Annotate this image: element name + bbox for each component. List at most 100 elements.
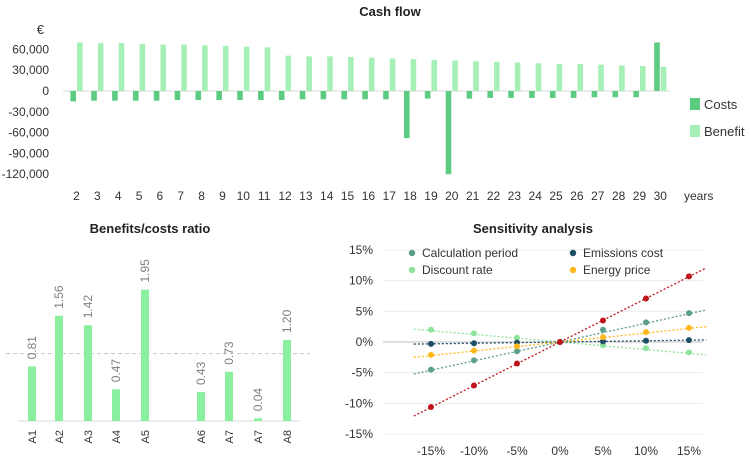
cashflow-benefit-bar: [577, 63, 583, 91]
cashflow-benefit-bar: [431, 59, 438, 91]
ratio-value-label: 0.04: [251, 388, 265, 412]
cashflow-x-tick-label: 5: [136, 189, 143, 203]
sensitivity-x-tick-label: 10%: [634, 444, 658, 458]
cashflow-benefit-bar: [243, 46, 250, 91]
sensitivity-point: [428, 326, 434, 333]
cashflow-benefit-bar: [306, 56, 312, 91]
sensitivity-trendline: [413, 328, 707, 356]
cashflow-x-tick-label: 10: [237, 189, 251, 203]
sensitivity-legend-label: Emissions cost: [583, 246, 664, 260]
cashflow-cost-bar: [341, 91, 348, 100]
ratio-value-label: 1.20: [280, 309, 294, 333]
cashflow-x-tick-label: 6: [157, 189, 164, 203]
sensitivity-point: [428, 404, 434, 411]
sensitivity-point: [643, 345, 649, 352]
cashflow-cost-bar: [278, 91, 285, 101]
cashflow-benefit-bar: [639, 66, 646, 91]
sensitivity-x-tick-label: 0%: [551, 444, 569, 458]
cashflow-x-tick-label: 9: [219, 189, 226, 203]
cashflow-x-tick-label: 13: [299, 189, 313, 203]
sensitivity-y-tick-label: 5%: [356, 304, 374, 318]
sensitivity-point: [643, 337, 649, 344]
ratio-value-label: 0.73: [222, 341, 236, 365]
cashflow-chart: Cash flow €60,000 30,000 0 -30,000 -60,000 -90…: [2, 4, 745, 203]
cashflow-x-tick-label: 23: [508, 189, 522, 203]
cashflow-x-tick-label: 4: [115, 189, 122, 203]
cashflow-cost-bar: [508, 91, 514, 98]
cashflow-y-tick-label: -90,000: [8, 146, 49, 160]
cashflow-benefit-bar: [348, 57, 354, 91]
ratio-bar: [254, 418, 262, 421]
sensitivity-point: [686, 349, 692, 356]
cashflow-cost-bar: [466, 91, 473, 99]
cashflow-benefit-bar: [202, 45, 208, 91]
sensitivity-x-tick-label: 15%: [677, 444, 701, 458]
ratio-category-label: A5: [140, 430, 152, 443]
cashflow-benefit-bar: [619, 65, 625, 91]
cashflow-x-tick-label: 26: [570, 189, 584, 203]
cashflow-x-tick-label: 2: [73, 189, 80, 203]
sensitivity-point: [514, 334, 520, 341]
cashflow-y-tick-label: -30,000: [8, 105, 49, 119]
cashflow-benefit-bar: [598, 64, 604, 91]
ratio-bar: [55, 315, 63, 421]
cashflow-cost-bar: [612, 91, 619, 98]
sensitivity-point: [600, 334, 606, 341]
cashflow-cost-bar: [195, 91, 202, 101]
sensitivity-point: [514, 348, 520, 355]
ratio-category-label: A8: [282, 430, 294, 443]
sensitivity-x-tick-label: -5%: [506, 444, 528, 458]
cashflow-benefit-bar: [160, 44, 166, 91]
sensitivity-y-tick-label: -5%: [352, 366, 374, 380]
sensitivity-legend-marker: [408, 266, 416, 274]
cashflow-benefit-bar: [494, 61, 500, 91]
cashflow-benefit-bar: [118, 43, 125, 91]
sensitivity-legend-marker: [569, 249, 577, 257]
cashflow-x-tick-label: 30: [654, 189, 668, 203]
cashflow-x-tick-label: 8: [198, 189, 205, 203]
cashflow-cost-bar: [633, 91, 639, 98]
sensitivity-point: [686, 324, 692, 331]
ratio-category-label: A3: [83, 430, 95, 443]
cashflow-y-tick-label: 30,000: [12, 63, 49, 77]
ratio-bar: [28, 366, 36, 421]
cashflow-y-tick-label: 0: [42, 84, 49, 98]
ratio-category-label: A6: [196, 430, 208, 443]
sensitivity-point: [600, 338, 606, 345]
ratio-category-label: A7: [224, 430, 236, 443]
cashflow-cost-bar: [132, 91, 139, 101]
cashflow-cost-bar: [529, 91, 535, 98]
sensitivity-x-tick-label: 5%: [594, 444, 612, 458]
cashflow-x-tick-label: 18: [403, 189, 417, 203]
sensitivity-x-tick-label: -10%: [460, 444, 488, 458]
sensitivity-point: [643, 319, 649, 326]
cashflow-cost-bar: [91, 91, 97, 101]
ratio-bar: [197, 392, 205, 421]
cashflow-cost-bar: [320, 91, 327, 100]
cashflow-benefit-bar: [285, 55, 292, 91]
sensitivity-point: [471, 347, 477, 354]
sensitivity-point: [600, 326, 606, 333]
cashflow-x-tick-label: 25: [549, 189, 563, 203]
cashflow-benefit-bar: [97, 43, 104, 91]
cashflow-x-tick-label: 16: [362, 189, 376, 203]
cashflow-benefit-bar: [264, 47, 271, 91]
sensitivity-point: [557, 339, 563, 345]
cashflow-cost-bar: [404, 91, 410, 139]
sensitivity-legend-label: Energy price: [583, 263, 651, 277]
cashflow-x-tick-label: 15: [341, 189, 355, 203]
ratio-value-label: 0.81: [25, 336, 39, 360]
cashflow-x-tick-label: 27: [591, 189, 605, 203]
cashflow-x-tick-label: 20: [445, 189, 459, 203]
sensitivity-legend-marker: [569, 266, 577, 274]
cashflow-x-tick-label: 7: [177, 189, 184, 203]
cashflow-benefit-bar: [139, 43, 146, 91]
sensitivity-x-tick-label: -15%: [417, 444, 445, 458]
cashflow-benefit-bar: [514, 62, 521, 91]
sensitivity-point: [428, 366, 434, 373]
cashflow-cost-bar: [153, 91, 160, 101]
cashflow-cost-bar: [70, 91, 76, 102]
sensitivity-point: [471, 330, 477, 337]
